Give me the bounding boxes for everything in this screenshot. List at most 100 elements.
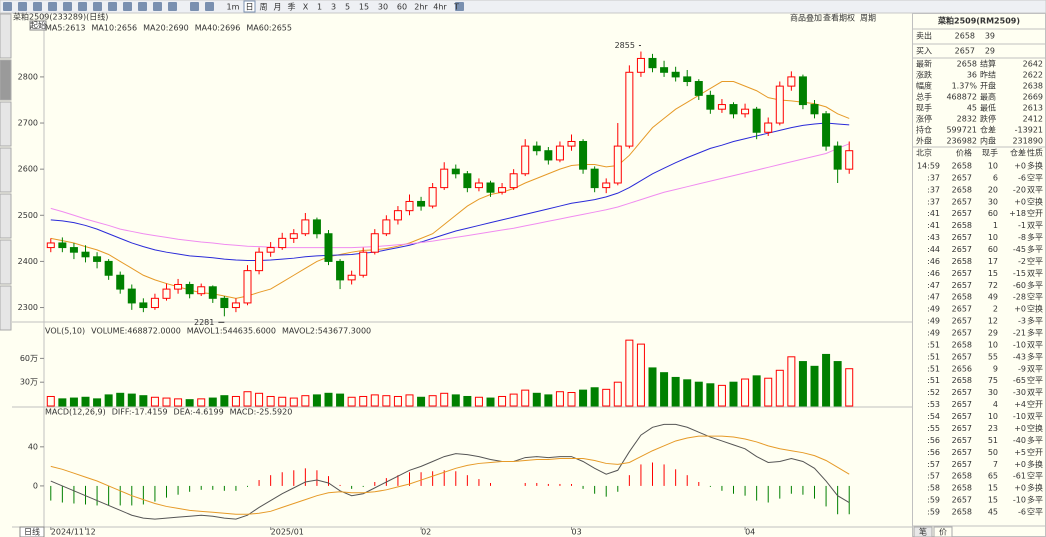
toolbar-button[interactable]: 1 <box>317 3 322 12</box>
icon[interactable] <box>33 2 42 11</box>
volume-bar <box>810 365 819 407</box>
icon[interactable] <box>205 2 214 11</box>
icon[interactable] <box>455 2 464 11</box>
icon[interactable] <box>78 2 87 11</box>
icon[interactable] <box>63 2 72 11</box>
toolbar-link[interactable]: 商品叠加 <box>790 13 822 23</box>
volume-bar <box>579 389 588 407</box>
icon[interactable] <box>190 2 199 11</box>
quote-value: -13921 <box>1015 126 1043 135</box>
tab[interactable] <box>0 59 12 101</box>
volume-bar <box>764 377 773 407</box>
volume-bar <box>440 392 449 407</box>
icon[interactable] <box>138 2 147 11</box>
tick-cell: 9 <box>993 364 998 373</box>
quote-label: 跌停 <box>980 114 996 124</box>
tag-box <box>29 20 47 31</box>
icon[interactable] <box>108 2 117 11</box>
legend-entry: MACD(12,26,9) <box>45 408 106 417</box>
toolbar-button[interactable]: 2hr <box>414 3 428 12</box>
panel-tab-label[interactable]: 价 <box>939 528 947 537</box>
tick-cell: -45 <box>1013 245 1026 254</box>
icon[interactable] <box>18 2 27 11</box>
tick-cell: 29 <box>988 329 998 338</box>
tick-cell: 多平 <box>1027 280 1043 290</box>
toolbar-link[interactable]: 周期 <box>860 14 876 23</box>
period-box <box>19 526 45 537</box>
tick-cell: 空平 <box>1027 172 1043 182</box>
panel-tab-label[interactable]: 笔 <box>919 527 927 537</box>
quote-value: 2832 <box>957 115 977 124</box>
toolbar-button[interactable]: 1m <box>227 3 240 12</box>
icon[interactable] <box>153 2 162 11</box>
tick-cell: 多换 <box>1027 483 1043 493</box>
candle-body <box>278 237 287 249</box>
tab[interactable] <box>0 13 12 59</box>
tick-cell: :44 <box>927 245 940 254</box>
tick-cell: -20 <box>1013 185 1026 194</box>
icon[interactable] <box>3 2 12 11</box>
toolbar-button[interactable]: 季 <box>288 2 296 12</box>
quote-label: 开盘 <box>980 81 996 91</box>
toolbar-button[interactable]: 4hr <box>433 3 447 12</box>
tick-cell: :52 <box>927 388 940 397</box>
tick-cell: :37 <box>927 173 940 182</box>
button-selected <box>243 0 256 13</box>
tick-cell: 双平 <box>1027 412 1043 421</box>
panel-tab[interactable] <box>913 526 933 537</box>
candle-body <box>509 173 518 189</box>
tick-cell: -43 <box>1013 352 1026 361</box>
toolbar-link[interactable]: 查看期权 <box>823 13 855 23</box>
candle-body <box>660 67 669 73</box>
icon[interactable] <box>48 2 57 11</box>
volume-bar <box>393 395 402 407</box>
tick-header: 现手 <box>982 148 998 158</box>
volume-bar <box>301 395 310 407</box>
toolbar-button[interactable]: 5 <box>345 3 350 12</box>
toolbar-button[interactable]: 周 <box>260 3 268 12</box>
candle-body <box>197 286 206 295</box>
quote-label: 仓差 <box>980 125 996 135</box>
legend-entry: MA40:2696 <box>195 24 241 33</box>
toolbar-button[interactable]: 日 <box>246 3 254 12</box>
tick-cell: +4 <box>1014 400 1026 409</box>
volume-bar <box>174 398 183 407</box>
tick-cell: 多平 <box>1027 435 1043 445</box>
volume-bar <box>127 393 136 407</box>
tick-cell: 2658 <box>952 257 972 266</box>
toolbar-button[interactable]: 15 <box>359 3 369 12</box>
candle-body <box>231 302 240 309</box>
toolbar-button[interactable]: 60 <box>397 3 407 12</box>
toolbar-button[interactable]: 月 <box>274 3 282 12</box>
quote-value: 468872 <box>946 93 977 102</box>
tab[interactable] <box>0 193 12 239</box>
candle-body <box>648 57 657 69</box>
panel-tab[interactable] <box>933 526 953 537</box>
y-tick-label: 2700 <box>18 119 38 128</box>
toolbar-button[interactable]: T <box>453 3 459 12</box>
tick-cell: +0 <box>1014 484 1026 493</box>
icon[interactable] <box>123 2 132 11</box>
tick-cell: :51 <box>927 340 940 349</box>
tab[interactable] <box>0 285 12 331</box>
volume-bar <box>532 392 541 407</box>
tick-cell: 2657 <box>952 197 972 206</box>
toolbar-button[interactable]: 30 <box>378 3 388 12</box>
icon[interactable] <box>93 2 102 11</box>
tab[interactable] <box>0 239 12 285</box>
tick-cell: -1 <box>1018 221 1026 230</box>
tab[interactable] <box>0 147 12 193</box>
quote-label: 现手 <box>916 103 932 113</box>
icon[interactable] <box>168 2 177 11</box>
toolbar-button[interactable]: 3 <box>331 3 336 12</box>
tick-cell: -9 <box>1018 364 1026 373</box>
volume-bar <box>93 398 102 407</box>
x-tick-label: 04 <box>745 528 755 537</box>
volume-bar <box>752 375 761 407</box>
toolbar-button[interactable]: X <box>303 3 309 12</box>
book-label: 买入 <box>916 47 932 56</box>
y-tick-label: 2400 <box>18 257 38 266</box>
quote-label: 昨结 <box>980 70 996 80</box>
tab[interactable] <box>0 101 12 147</box>
tick-cell: 2657 <box>952 496 972 505</box>
